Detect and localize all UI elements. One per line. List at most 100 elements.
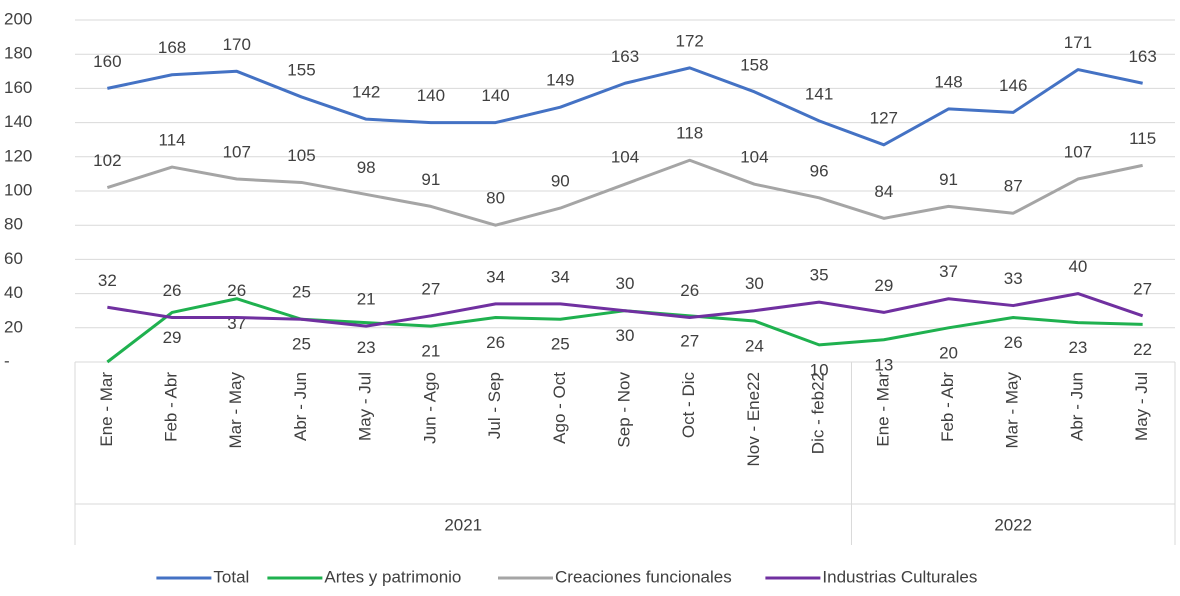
legend-label: Creaciones funcionales [555, 567, 732, 586]
data-label: 30 [745, 274, 764, 293]
data-label: 40 [1068, 257, 1087, 276]
data-label: 114 [159, 131, 186, 150]
data-label: 91 [421, 170, 440, 189]
data-label: 25 [292, 335, 311, 354]
data-label: 170 [223, 35, 251, 54]
data-label: 163 [611, 47, 639, 66]
y-tick-label: 160 [4, 78, 32, 97]
data-label: 26 [1004, 333, 1023, 352]
y-tick-label: 20 [4, 317, 23, 336]
x-tick-label: Ene - Mar [97, 372, 116, 447]
data-label: 87 [1004, 177, 1023, 196]
data-label: 107 [1064, 143, 1092, 162]
x-tick-label: Ago - Oct [550, 372, 569, 444]
series-line [107, 66, 1143, 147]
data-label: 23 [1068, 338, 1087, 357]
data-label: 27 [1133, 279, 1152, 298]
data-label: 26 [227, 281, 246, 300]
x-tick-label: Oct - Dic [679, 372, 698, 439]
legend-label: Industrias Culturales [822, 567, 977, 586]
x-tick-label: May - Jul [1132, 372, 1151, 441]
data-label: 25 [551, 335, 570, 354]
series-line [106, 158, 1143, 227]
data-label: 35 [810, 266, 829, 285]
y-tick-label: - [4, 351, 10, 370]
data-label: 115 [1129, 129, 1156, 148]
data-label: 155 [287, 60, 315, 79]
data-label: 148 [934, 72, 962, 91]
x-tick-label: Ene - Mar [873, 372, 892, 447]
data-label: 37 [939, 262, 958, 281]
data-label: 32 [98, 271, 117, 290]
data-label: 23 [357, 338, 376, 357]
x-tick-label: Sep - Nov [614, 372, 633, 448]
data-label: 29 [874, 276, 893, 295]
data-label: 34 [551, 267, 570, 286]
x-tick-label: Feb - Abr [162, 372, 181, 442]
x-tick-label: Dic - feb22 [809, 372, 828, 454]
data-label: 172 [676, 31, 704, 50]
data-label: 34 [486, 267, 505, 286]
data-label: 26 [486, 333, 505, 352]
data-label: 29 [163, 328, 182, 347]
data-label: 141 [805, 84, 833, 103]
data-label: 163 [1128, 47, 1156, 66]
x-tick-label: Nov - Ene22 [744, 372, 763, 467]
data-label: 22 [1133, 340, 1152, 359]
data-label: 84 [874, 182, 893, 201]
data-label: 33 [1004, 269, 1023, 288]
data-label: 10 [810, 360, 829, 379]
x-tick-label: Jul - Sep [485, 372, 504, 439]
data-label: 102 [93, 151, 121, 170]
y-tick-label: 140 [4, 112, 32, 131]
y-tick-label: 180 [4, 44, 32, 63]
y-tick-label: 120 [4, 146, 32, 165]
y-tick-label: 200 [4, 9, 32, 28]
data-label: 13 [874, 355, 893, 374]
data-label: 146 [999, 76, 1027, 95]
data-label: 21 [421, 342, 440, 361]
data-label: 158 [740, 55, 768, 74]
group-label: 2021 [444, 515, 482, 534]
data-label: 27 [680, 331, 699, 350]
y-tick-label: 100 [4, 180, 32, 199]
x-tick-label: Abr - Jun [1067, 372, 1086, 441]
data-label: 171 [1064, 33, 1092, 52]
legend-label: Total [213, 567, 249, 586]
data-label: 90 [551, 172, 570, 191]
data-label: 140 [481, 86, 509, 105]
data-label: 107 [223, 143, 251, 162]
series-line [107, 292, 1144, 328]
x-tick-label: May - Jul [356, 372, 375, 441]
y-tick-label: 40 [4, 283, 23, 302]
data-label: 142 [352, 83, 380, 102]
data-label: 24 [745, 336, 764, 355]
data-label: 105 [287, 146, 315, 165]
data-label: 104 [740, 148, 768, 167]
data-label: 91 [939, 170, 958, 189]
data-label: 140 [417, 86, 445, 105]
y-tick-label: 60 [4, 249, 23, 268]
data-label: 27 [421, 279, 440, 298]
data-label: 30 [616, 274, 635, 293]
data-label: 118 [676, 124, 703, 143]
data-label: 168 [158, 38, 186, 57]
data-label: 160 [93, 52, 121, 71]
x-tick-label: Mar - May [1003, 372, 1022, 449]
data-label: 30 [616, 326, 635, 345]
data-label: 127 [870, 108, 898, 127]
data-label: 104 [611, 148, 639, 167]
data-label: 149 [546, 71, 574, 90]
group-label: 2022 [994, 515, 1032, 534]
legend-label: Artes y patrimonio [324, 567, 461, 586]
y-tick-label: 80 [4, 215, 23, 234]
data-label: 96 [810, 161, 829, 180]
data-label: 80 [486, 189, 505, 208]
data-label: 26 [163, 281, 182, 300]
data-label: 25 [292, 283, 311, 302]
data-label: 26 [680, 281, 699, 300]
x-tick-label: Mar - May [226, 372, 245, 449]
data-label: 98 [357, 158, 376, 177]
data-label: 21 [357, 290, 376, 309]
